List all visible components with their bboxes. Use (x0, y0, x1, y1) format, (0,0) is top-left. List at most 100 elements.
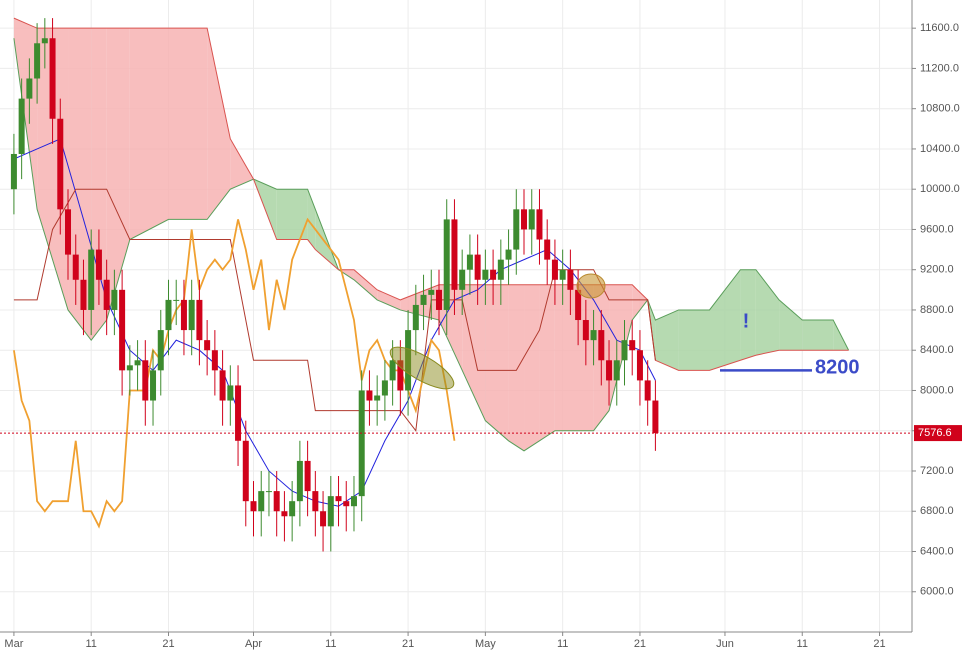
plot-area (0, 17, 912, 552)
x-tick-label: Mar (4, 638, 23, 650)
candle-body (412, 304, 419, 331)
candle-body (95, 249, 102, 280)
candle-body (381, 380, 388, 396)
candle-body (443, 219, 450, 310)
candle-body (567, 269, 574, 290)
candle-body (366, 390, 373, 401)
x-tick-label: 11 (797, 638, 808, 650)
cloud-segment (678, 309, 710, 371)
level-label: 8200 (815, 357, 860, 379)
candle-body (18, 98, 25, 154)
cloud-segment (106, 28, 130, 321)
cloud-segment (524, 284, 540, 451)
candle-body (265, 491, 272, 493)
candle-body (536, 209, 543, 240)
candle-body (466, 254, 473, 270)
candle-body (521, 209, 528, 230)
candle-body (490, 269, 497, 280)
candle-body (644, 380, 651, 401)
candle-body (544, 239, 551, 260)
candle-body (188, 299, 195, 331)
x-tick-label: Apr (245, 638, 262, 650)
highlight-ellipse (389, 346, 455, 390)
candle-body (389, 360, 396, 381)
candle-body (142, 360, 149, 401)
candle-body (559, 269, 566, 280)
annotation: ! (743, 310, 750, 332)
candle-body (72, 254, 79, 280)
cloud-segment (91, 28, 107, 341)
x-tick-label: 21 (402, 638, 414, 650)
highlight-circle (576, 273, 606, 299)
candle-body (150, 370, 157, 401)
y-tick-label: 8800.0 (920, 304, 954, 316)
candle-body (474, 254, 481, 280)
candle-body (652, 400, 659, 434)
y-tick-label: 11200.0 (920, 62, 959, 74)
candle-body (49, 38, 56, 119)
y-tick-label: 7200.0 (920, 465, 954, 477)
x-tick-label: 11 (325, 638, 336, 650)
candle-body (629, 340, 636, 351)
y-tick-label: 10800.0 (920, 103, 960, 115)
candle-body (273, 491, 280, 512)
candle-body (157, 330, 164, 371)
axis-labels: 6000.06400.06800.07200.07600.08000.08400… (4, 22, 962, 650)
cloud-segment (13, 18, 38, 210)
candle-body (88, 249, 95, 310)
candle-body (482, 269, 489, 280)
cloud-segment (609, 284, 633, 411)
candle-body (134, 360, 141, 366)
candle-body (103, 279, 110, 310)
candle-body (196, 299, 203, 341)
candle-body (165, 299, 172, 331)
candle-body (575, 289, 582, 321)
candle-body (528, 209, 535, 230)
candle-body (397, 360, 404, 391)
cloud-segment (230, 138, 254, 190)
x-tick-label: 21 (634, 638, 646, 650)
candle-body (204, 340, 211, 351)
candle-body (327, 496, 334, 527)
candle-body (636, 350, 643, 381)
candle-body (242, 440, 249, 502)
candle-body (80, 279, 87, 310)
candle-body (505, 249, 512, 260)
candle-body (281, 511, 288, 517)
candle-body (513, 209, 520, 250)
candle-body (227, 385, 234, 401)
candle-body (606, 360, 613, 381)
candle-body (296, 460, 303, 502)
y-tick-label: 6000.0 (920, 586, 954, 598)
candle-body (258, 491, 265, 512)
cloud-segment (802, 320, 834, 351)
candle-body (289, 501, 296, 517)
candle-body (335, 496, 342, 502)
candle-body (235, 385, 242, 441)
candle-body (459, 269, 466, 290)
y-tick-label: 6400.0 (920, 545, 954, 557)
cloud-segment (485, 284, 509, 441)
candle-body (57, 118, 64, 210)
x-tick-label: 21 (162, 638, 174, 650)
candle-body (111, 289, 118, 310)
cloud-segment (508, 284, 525, 451)
candle-body (312, 491, 319, 512)
cloud-segment (129, 28, 169, 240)
cloud-segment (740, 269, 756, 361)
y-tick-label: 10000.0 (920, 183, 960, 195)
candle-body (358, 390, 365, 497)
cloud-segment (377, 289, 401, 310)
cloud-segment (632, 284, 648, 321)
candle-body (304, 460, 311, 492)
candle-body (551, 259, 558, 280)
candle-body (497, 259, 504, 280)
candle-body (41, 38, 48, 44)
candle-body (613, 360, 620, 381)
candle-body (420, 294, 427, 305)
candle-body (320, 511, 327, 527)
candle-body (211, 350, 218, 371)
y-tick-label: 9600.0 (920, 223, 954, 235)
cloud-segment (655, 309, 679, 371)
